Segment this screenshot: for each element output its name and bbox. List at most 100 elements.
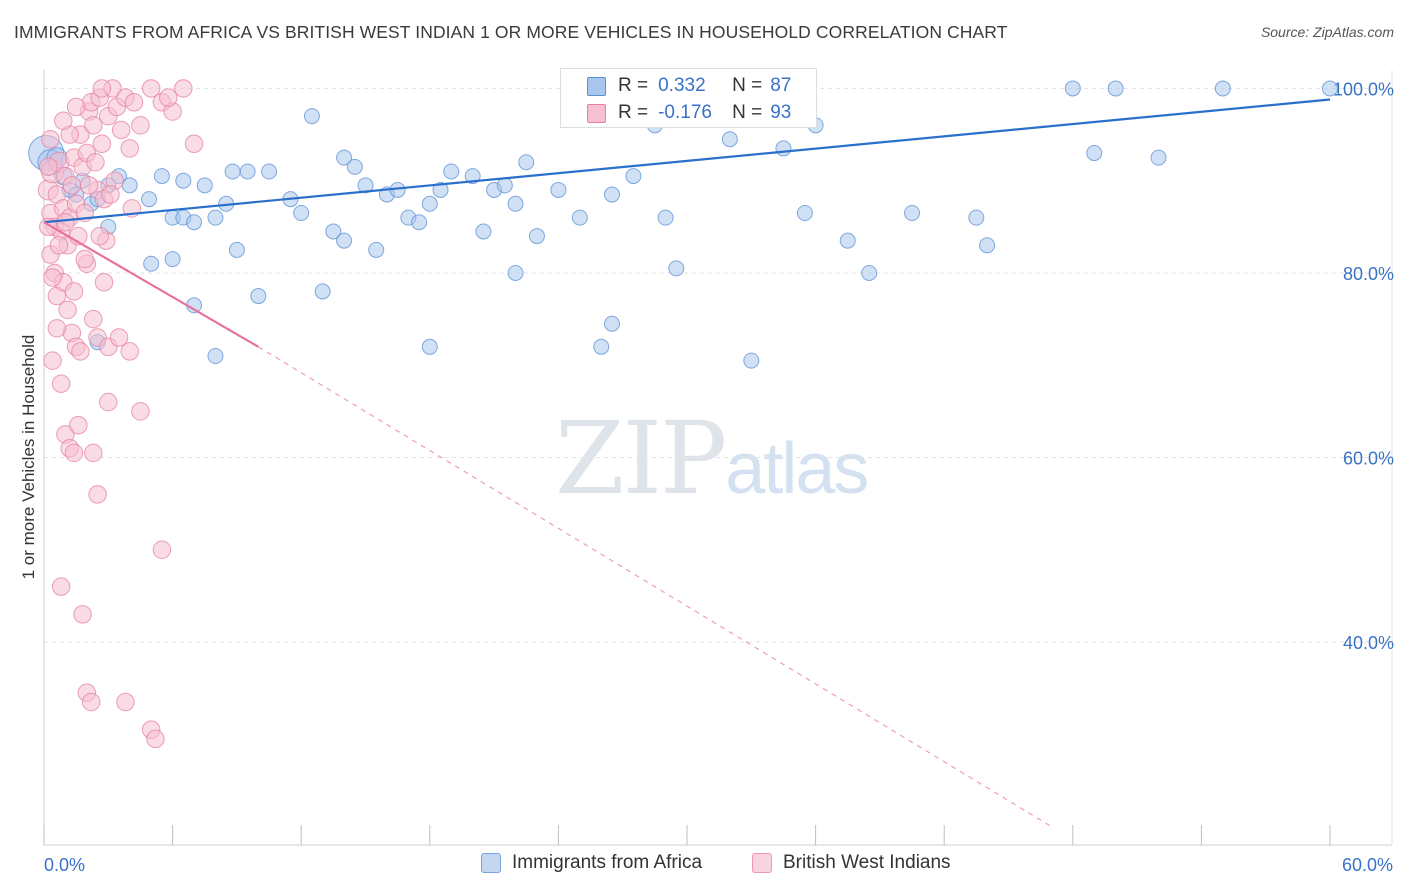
- correlation-legend: R = 0.332 N = 87 R = -0.176 N = 93: [560, 68, 817, 128]
- point-africa-40: [550, 181, 567, 198]
- point-bwi-85: [54, 111, 73, 130]
- trend-line-africa: [43, 98, 1331, 224]
- point-bwi-68: [116, 692, 135, 712]
- point-bwi-35: [141, 79, 161, 98]
- point-africa-72: [153, 168, 170, 185]
- y-tick-label-3: 40.0%: [1343, 633, 1394, 653]
- bottom-legend-swatch-africa: [481, 853, 501, 873]
- legend-n-value-africa: 87: [770, 75, 792, 96]
- point-bwi-81: [124, 93, 144, 112]
- legend-r-value-africa: 0.332: [658, 75, 706, 96]
- point-africa-26: [336, 149, 353, 166]
- trend-line-bwi: [43, 221, 259, 348]
- point-bwi-57: [64, 443, 84, 463]
- y-tick-label-1: 80.0%: [1343, 264, 1394, 284]
- point-bwi-33: [120, 139, 139, 158]
- point-africa-23: [325, 223, 342, 240]
- point-africa-73: [175, 172, 192, 189]
- watermark-zip: ZIP: [555, 400, 727, 517]
- bottom-legend-africa[interactable]: Immigrants from Africa: [481, 852, 702, 874]
- point-bwi-78: [41, 129, 60, 149]
- point-africa-18: [224, 163, 241, 180]
- legend-swatch-bwi: [587, 103, 606, 123]
- legend-n-label: N =: [732, 75, 763, 96]
- point-africa-84: [1322, 80, 1338, 97]
- legend-r-label: R =: [618, 75, 649, 96]
- point-africa-43: [625, 168, 642, 185]
- point-bwi-63: [152, 540, 172, 560]
- point-africa-54: [904, 205, 921, 222]
- x-tick-label-max: 60.0%: [1342, 855, 1393, 875]
- point-bwi-31: [111, 120, 131, 140]
- point-africa-42: [603, 186, 620, 203]
- point-bwi-46: [71, 342, 90, 361]
- legend-row-bwi: R = -0.176 N = 93: [561, 100, 791, 126]
- y-tick-label-0: 100.0%: [1333, 79, 1394, 99]
- point-africa-27: [346, 158, 363, 175]
- point-africa-86: [968, 209, 985, 226]
- point-bwi-75: [75, 249, 94, 269]
- point-africa-52: [796, 205, 813, 222]
- point-bwi-59: [84, 443, 103, 463]
- point-bwi-65: [73, 605, 92, 624]
- point-africa-78: [507, 264, 524, 281]
- point-bwi-72: [43, 268, 62, 287]
- point-bwi-48: [84, 309, 103, 329]
- bottom-legend-label-bwi: British West Indians: [783, 852, 951, 873]
- point-africa-11: [121, 177, 138, 194]
- point-africa-80: [1086, 145, 1103, 162]
- legend-r-value-bwi: -0.176: [658, 102, 712, 123]
- point-bwi-82: [159, 88, 178, 107]
- point-africa-76: [496, 177, 513, 194]
- chart-title: IMMIGRANTS FROM AFRICA VS BRITISH WEST I…: [14, 22, 1008, 42]
- point-africa-57: [657, 209, 674, 226]
- point-africa-22: [293, 205, 310, 222]
- point-bwi-34: [131, 116, 150, 135]
- point-africa-35: [432, 181, 449, 198]
- point-bwi-52: [120, 342, 139, 361]
- legend-n-label: N =: [732, 102, 763, 123]
- point-africa-65: [228, 241, 245, 258]
- point-africa-19: [239, 163, 256, 180]
- point-bwi-70: [146, 729, 165, 749]
- point-africa-63: [314, 283, 331, 300]
- point-bwi-61: [131, 402, 150, 421]
- point-africa-25: [303, 108, 320, 125]
- point-bwi-76: [90, 226, 109, 246]
- point-bwi-87: [101, 185, 120, 204]
- point-bwi-64: [51, 577, 71, 596]
- point-bwi-91: [94, 272, 114, 292]
- point-bwi-86: [79, 176, 99, 195]
- point-africa-61: [603, 315, 620, 332]
- point-africa-41: [571, 209, 588, 226]
- point-africa-85: [1064, 80, 1081, 97]
- trend-line-extension-bwi: [258, 346, 1052, 828]
- bottom-legend-bwi[interactable]: British West Indians: [752, 852, 951, 874]
- point-bwi-73: [49, 236, 69, 255]
- point-bwi-53: [43, 351, 62, 370]
- point-africa-81: [1107, 80, 1124, 97]
- point-bwi-67: [81, 692, 101, 712]
- legend-r-label: R =: [618, 102, 649, 123]
- bottom-legend-swatch-bwi: [752, 853, 772, 873]
- point-africa-60: [593, 338, 610, 355]
- point-africa-53: [839, 232, 856, 249]
- legend-swatch-africa: [587, 76, 606, 96]
- point-africa-56: [861, 264, 878, 281]
- point-bwi-84: [66, 97, 86, 117]
- point-africa-49: [775, 140, 792, 157]
- point-africa-28: [357, 177, 374, 194]
- point-africa-75: [475, 223, 492, 240]
- source-label: Source: ZipAtlas.com: [1260, 24, 1394, 40]
- point-africa-82: [1214, 80, 1231, 97]
- point-bwi-89: [47, 319, 67, 338]
- point-africa-39: [518, 154, 535, 171]
- point-africa-36: [464, 168, 481, 185]
- legend-row-africa: R = 0.332 N = 87: [561, 73, 791, 99]
- point-bwi-43: [58, 300, 77, 320]
- point-africa-83: [1150, 149, 1167, 166]
- point-africa-12: [141, 191, 158, 208]
- point-bwi-62: [88, 485, 107, 504]
- point-africa-64: [250, 288, 267, 305]
